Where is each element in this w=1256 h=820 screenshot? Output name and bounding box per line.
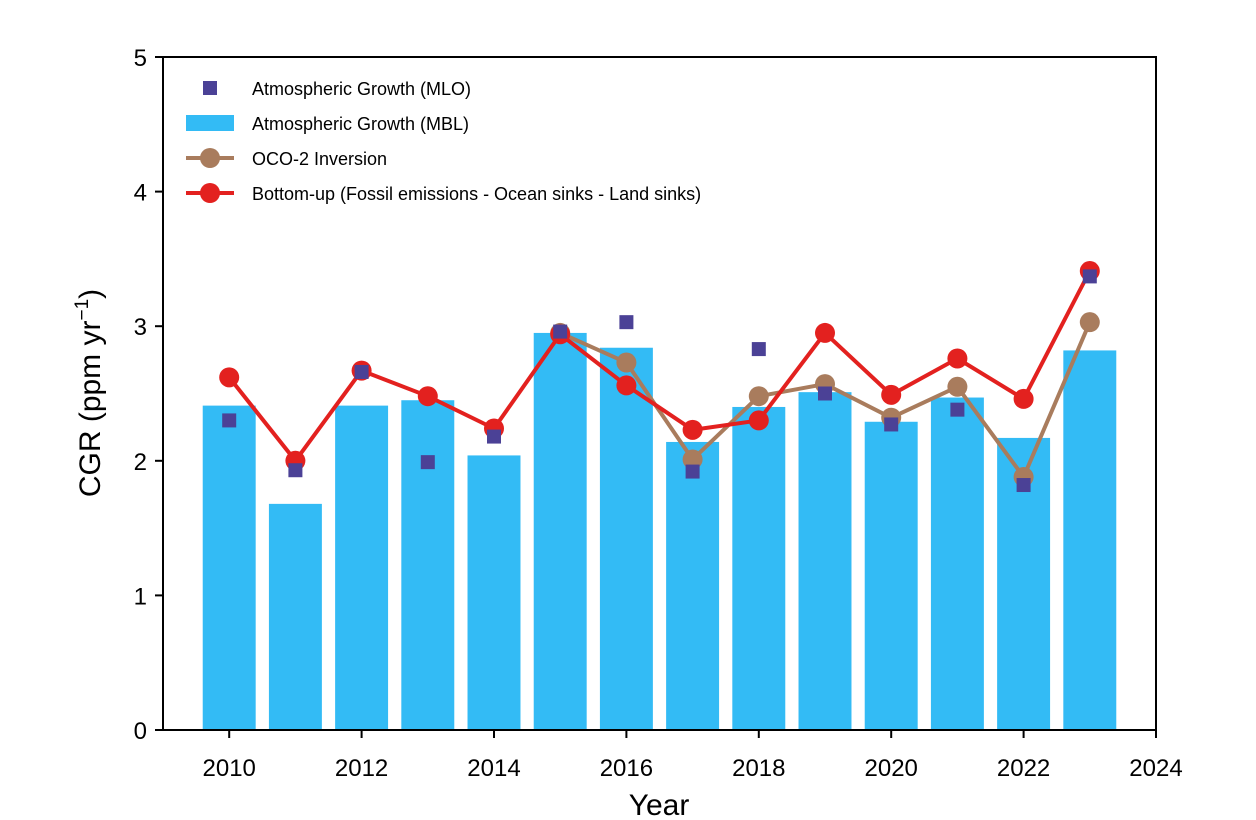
x-tick-label-2018: 2018 xyxy=(732,755,785,782)
oco2-point-2021 xyxy=(947,376,968,397)
oco2-point-2018 xyxy=(748,386,769,407)
legend-marker-oco2 xyxy=(200,148,220,168)
bottom-up-point-2021 xyxy=(947,348,968,369)
y-axis-title-close: ) xyxy=(74,289,107,299)
mlo-point-2011 xyxy=(288,463,303,478)
bottom-up-point-2018 xyxy=(748,410,769,431)
mlo-point-2015 xyxy=(553,324,568,339)
legend-marker-mlo xyxy=(203,81,217,95)
bar-2021 xyxy=(930,397,984,730)
y-axis-title: CGR (ppm yr−1) xyxy=(72,289,107,497)
y-tick-label-4: 4 xyxy=(134,180,147,207)
y-tick-label-3: 3 xyxy=(134,314,147,341)
bottom-up-point-2017 xyxy=(682,419,703,440)
mlo-point-2012 xyxy=(354,364,369,379)
bar-2014 xyxy=(467,455,521,730)
x-axis-title: Year xyxy=(629,789,690,820)
bottom-up-point-2019 xyxy=(815,322,835,343)
legend-marker-bottom-up xyxy=(200,183,220,203)
bottom-up-point-2010 xyxy=(219,367,240,388)
y-tick-label-1: 1 xyxy=(134,583,147,610)
mlo-point-2022 xyxy=(1016,478,1031,493)
x-tick-label-2016: 2016 xyxy=(600,755,653,782)
x-tick-label-2012: 2012 xyxy=(335,755,388,782)
axes-layer: 2010 2012 2014 2016 2018 2020 2022 2024 0 1 2 3 4 5 xyxy=(134,45,1183,782)
x-tick-label-2014: 2014 xyxy=(467,755,520,782)
x-tick-label-2010: 2010 xyxy=(203,755,256,782)
bar-2018 xyxy=(732,406,786,730)
bottom-up-point-2016 xyxy=(616,375,637,396)
mlo-point-2018 xyxy=(751,342,766,357)
legend-label-2: OCO-2 Inversion xyxy=(252,149,387,169)
bar-2023 xyxy=(1063,350,1117,730)
mlo-point-2023 xyxy=(1082,269,1097,284)
bar-2013 xyxy=(401,400,455,730)
mlo-point-2013 xyxy=(420,455,435,470)
bottom-up-line xyxy=(227,270,1092,463)
mlo-point-2016 xyxy=(619,315,634,330)
legend-label-3: Bottom-up (Fossil emissions - Ocean sink… xyxy=(252,184,701,204)
mlo-point-2017 xyxy=(685,464,700,479)
bar-2017 xyxy=(666,441,720,730)
mlo-point-2014 xyxy=(487,429,501,444)
y-tick-label-5: 5 xyxy=(134,45,147,72)
mlo-point-2010 xyxy=(222,413,237,428)
oco2-point-2023 xyxy=(1079,312,1100,333)
legend-label-0: Atmospheric Growth (MLO) xyxy=(252,79,471,99)
bars-layer xyxy=(202,332,1117,730)
legend-swatch-mbl xyxy=(186,115,234,131)
bar-2020 xyxy=(864,421,918,730)
plot-frame xyxy=(162,56,1157,731)
bar-2016 xyxy=(599,347,653,730)
mlo-point-2019 xyxy=(818,386,832,401)
bar-2015 xyxy=(533,332,587,730)
legend: Atmospheric Growth (MLO) Atmospheric Grow… xyxy=(186,79,701,204)
legend-label-1: Atmospheric Growth (MBL) xyxy=(252,114,469,134)
bar-2010 xyxy=(202,405,256,730)
bottom-up-point-2013 xyxy=(417,386,438,407)
mlo-point-2020 xyxy=(884,417,899,432)
oco2-point-2016 xyxy=(616,352,637,373)
x-tick-label-2020: 2020 xyxy=(865,755,918,782)
y-tick-label-0: 0 xyxy=(134,718,147,745)
bar-2019 xyxy=(798,392,852,730)
oco2-point-2017 xyxy=(682,449,703,470)
bar-2012 xyxy=(335,405,389,730)
mlo-point-2021 xyxy=(950,402,965,417)
bottom-up-point-2020 xyxy=(881,384,902,405)
markers-layer xyxy=(222,269,1097,493)
x-tick-label-2024: 2024 xyxy=(1129,755,1182,782)
x-tick-label-2022: 2022 xyxy=(997,755,1050,782)
y-axis-title-superscript: −1 xyxy=(72,299,93,321)
bottom-up-point-2022 xyxy=(1013,388,1034,409)
y-tick-label-2: 2 xyxy=(134,449,147,476)
bar-2011 xyxy=(268,503,322,730)
y-axis-title-main: CGR (ppm yr xyxy=(74,320,107,497)
